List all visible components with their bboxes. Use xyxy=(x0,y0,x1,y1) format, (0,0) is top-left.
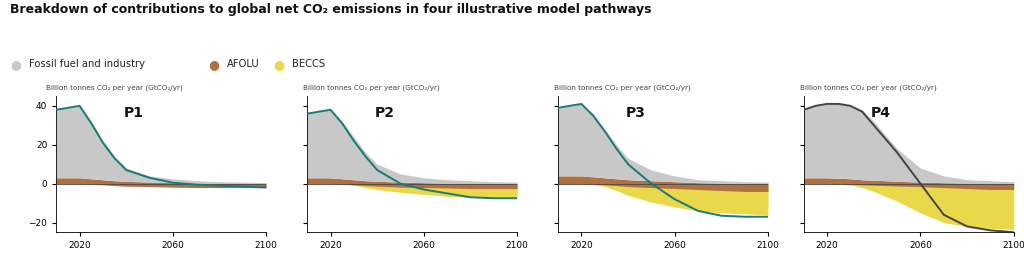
Text: ●: ● xyxy=(273,58,285,70)
Text: BECCS: BECCS xyxy=(292,59,326,69)
Text: ●: ● xyxy=(10,58,22,70)
Text: Billion tonnes CO₂ per year (GtCO₂/yr): Billion tonnes CO₂ per year (GtCO₂/yr) xyxy=(46,84,182,91)
Text: Billion tonnes CO₂ per year (GtCO₂/yr): Billion tonnes CO₂ per year (GtCO₂/yr) xyxy=(554,84,690,91)
Text: ●: ● xyxy=(208,58,219,70)
Text: Billion tonnes CO₂ per year (GtCO₂/yr): Billion tonnes CO₂ per year (GtCO₂/yr) xyxy=(303,84,439,91)
Text: Fossil fuel and industry: Fossil fuel and industry xyxy=(29,59,144,69)
Text: Breakdown of contributions to global net CO₂ emissions in four illustrative mode: Breakdown of contributions to global net… xyxy=(10,3,651,16)
Text: Billion tonnes CO₂ per year (GtCO₂/yr): Billion tonnes CO₂ per year (GtCO₂/yr) xyxy=(800,84,936,91)
Text: P3: P3 xyxy=(626,106,645,120)
Text: P1: P1 xyxy=(124,106,143,120)
Text: AFOLU: AFOLU xyxy=(226,59,259,69)
Text: P2: P2 xyxy=(375,106,394,120)
Text: P4: P4 xyxy=(871,106,891,120)
